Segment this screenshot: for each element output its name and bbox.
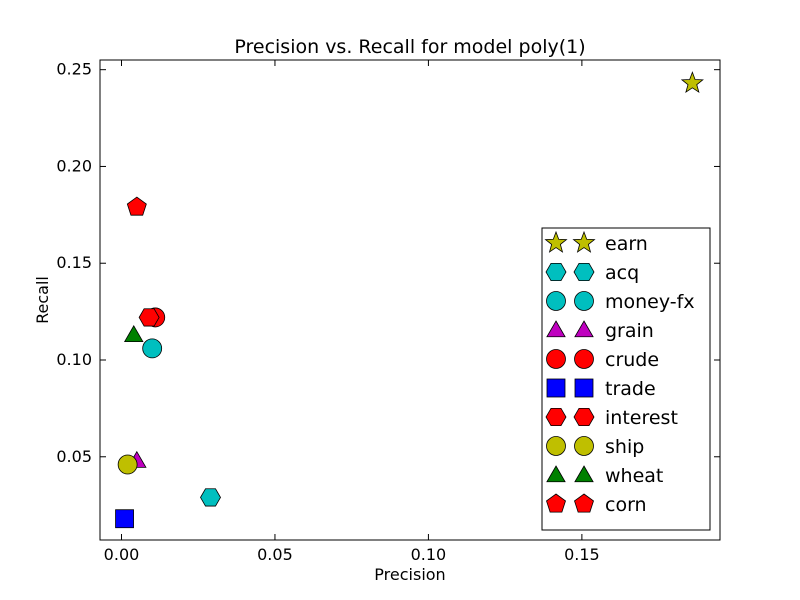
plot-frame: [99, 59, 721, 541]
legend-marker-money-fx: [574, 291, 594, 311]
y-tick-label: 0.25: [56, 60, 92, 79]
legend-label-ship: ship: [605, 436, 644, 458]
y-tick-label: 0.10: [56, 350, 92, 369]
legend-marker-ship: [546, 436, 566, 456]
x-tick-label: 0.10: [411, 545, 447, 564]
legend-marker-crude: [574, 349, 594, 369]
y-tick-label: 0.05: [56, 447, 92, 466]
legend-marker-ship: [574, 436, 594, 456]
legend-label-money-fx: money-fx: [605, 291, 695, 313]
legend-marker-grain: [546, 320, 566, 338]
x-tick-label: 0.05: [257, 545, 293, 564]
legend-marker-interest: [545, 407, 567, 427]
point-acq: [200, 488, 221, 507]
legend-marker-corn: [546, 493, 566, 513]
point-ship: [117, 454, 138, 475]
legend-marker-crude: [546, 349, 566, 369]
point-earn: [680, 71, 704, 94]
data-points: [115, 71, 704, 529]
legend-marker-earn: [544, 230, 568, 253]
y-tick-label: 0.15: [56, 253, 92, 272]
legend-marker-grain: [574, 320, 594, 338]
legend-label-wheat: wheat: [605, 465, 663, 487]
point-corn: [126, 196, 147, 216]
legend-label-acq: acq: [605, 262, 639, 284]
legend: earn acq money-fx grain crude trade interest sh…: [541, 227, 711, 531]
legend-label-interest: interest: [605, 407, 678, 429]
legend-marker-acq: [545, 262, 567, 282]
point-trade: [115, 509, 134, 529]
legend-marker-corn: [574, 493, 594, 513]
x-axis-label: Precision: [374, 565, 445, 584]
y-tick-label: 0.20: [56, 156, 92, 175]
chart-title: Precision vs. Recall for model poly(1): [234, 36, 585, 58]
legend-label-crude: crude: [605, 349, 659, 371]
legend-label-corn: corn: [605, 494, 647, 516]
legend-box: [541, 227, 711, 531]
x-tick-label: 0.15: [564, 545, 600, 564]
legend-marker-wheat: [574, 465, 594, 483]
x-tick-label: 0.00: [104, 545, 140, 564]
legend-marker-earn: [572, 230, 596, 253]
legend-marker-interest: [573, 407, 595, 427]
point-wheat: [123, 325, 144, 342]
legend-marker-money-fx: [546, 291, 566, 311]
legend-marker-trade: [546, 378, 566, 398]
axis-ticks: 0.00 0.05 0.10 0.15 0.05 0.10 0.15 0.20 0.25: [56, 60, 720, 564]
y-axis-label: Recall: [33, 276, 52, 324]
point-interest: [138, 308, 160, 327]
legend-marker-trade: [574, 378, 594, 398]
legend-label-grain: grain: [605, 320, 654, 342]
legend-label-trade: trade: [605, 378, 656, 400]
legend-marker-wheat: [546, 465, 566, 483]
legend-marker-acq: [573, 262, 595, 282]
legend-label-earn: earn: [605, 233, 648, 255]
point-money-fx: [142, 338, 163, 359]
